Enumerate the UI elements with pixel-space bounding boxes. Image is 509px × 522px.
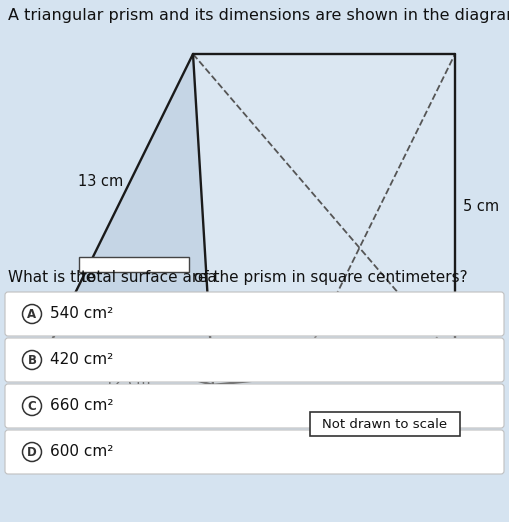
Text: A triangular prism and its dimensions are shown in the diagram.: A triangular prism and its dimensions ar… (8, 8, 509, 23)
Text: Not drawn to scale: Not drawn to scale (322, 418, 447, 431)
Text: What is the: What is the (8, 270, 100, 285)
Text: D: D (27, 445, 37, 458)
Text: 18 cm: 18 cm (312, 388, 357, 403)
Text: total surface area: total surface area (80, 270, 216, 285)
Text: C: C (27, 399, 36, 412)
FancyBboxPatch shape (5, 384, 504, 428)
Text: 420 cm²: 420 cm² (50, 352, 113, 367)
Text: of the prism in square centimeters?: of the prism in square centimeters? (189, 270, 468, 285)
Polygon shape (193, 54, 455, 385)
FancyBboxPatch shape (5, 338, 504, 382)
FancyBboxPatch shape (5, 292, 504, 336)
FancyBboxPatch shape (5, 430, 504, 474)
FancyBboxPatch shape (310, 412, 460, 436)
Text: 540 cm²: 540 cm² (50, 306, 113, 322)
Text: 5 cm: 5 cm (463, 199, 499, 214)
Text: 12 cm: 12 cm (105, 374, 150, 389)
Text: B: B (27, 353, 37, 366)
Text: 13 cm: 13 cm (78, 174, 123, 189)
Polygon shape (52, 54, 455, 340)
Text: 660 cm²: 660 cm² (50, 398, 114, 413)
Polygon shape (52, 54, 213, 385)
Text: 600 cm²: 600 cm² (50, 445, 114, 459)
FancyBboxPatch shape (78, 257, 189, 272)
Text: A: A (27, 307, 37, 321)
